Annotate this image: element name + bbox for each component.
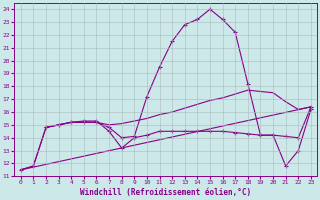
X-axis label: Windchill (Refroidissement éolien,°C): Windchill (Refroidissement éolien,°C) (80, 188, 252, 197)
